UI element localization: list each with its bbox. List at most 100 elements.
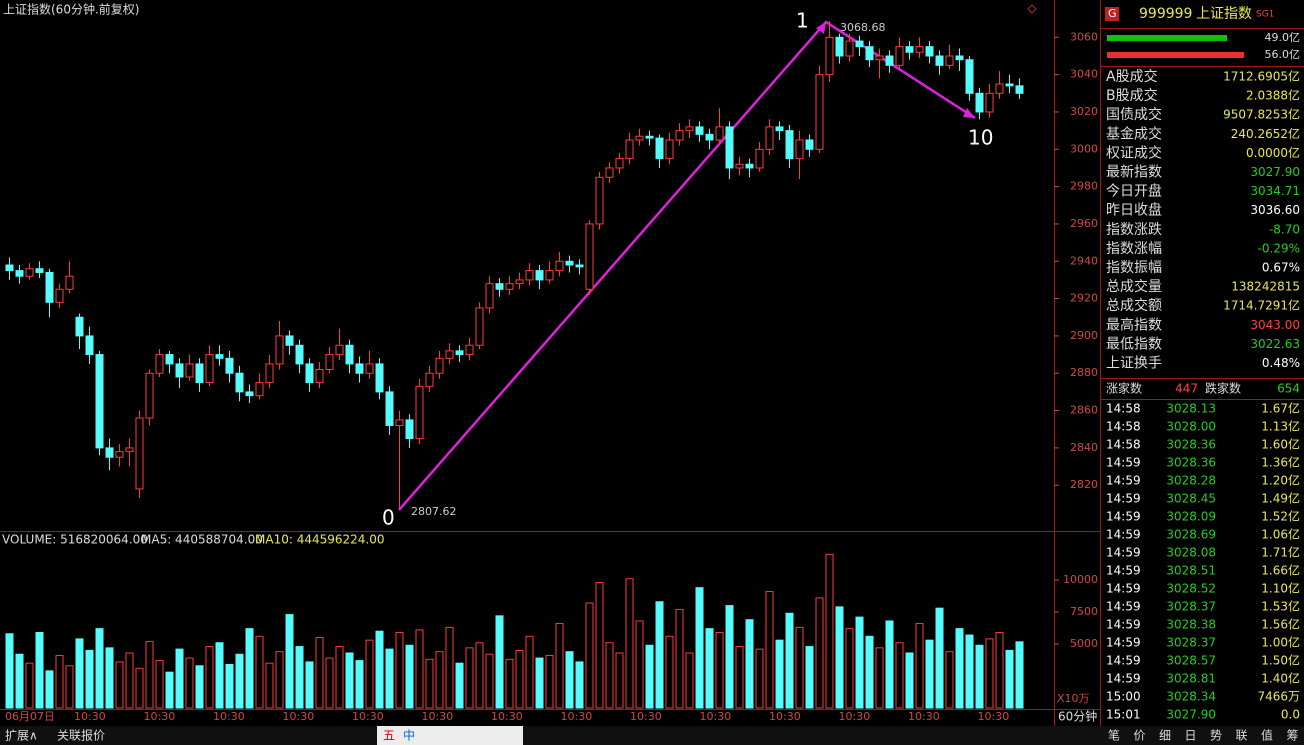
candle-body [955,55,964,61]
tab[interactable]: 联 [1236,729,1248,743]
candle-body [285,335,294,346]
volume-bar [235,653,244,709]
chart-title: 上证指数(60分钟.前复权) [3,2,139,17]
candle-body [735,163,744,169]
period: 60分钟 [1058,709,1097,724]
breadth-value: 447 [1175,382,1198,396]
y-tick-label: 2840 [1070,441,1098,454]
candle-body [785,130,794,160]
candle-body [275,335,284,365]
footer-button[interactable]: 关联报价 [57,728,105,743]
candle-body [715,126,724,141]
candle-body [995,83,1004,94]
stat-value: 2.0388亿 [1246,88,1300,103]
trade-amount: 1.00亿 [1261,635,1300,650]
trade-amount: 1.13亿 [1261,419,1300,434]
candle-body [25,268,34,277]
x-tick-label: 10:30 [700,710,732,723]
volume-bar [845,628,854,709]
stat-label: 最低指数 [1106,336,1162,352]
y-tick-label: 2940 [1070,254,1098,267]
stat-label: 指数涨幅 [1106,241,1162,257]
trade-amount: 0.0 [1281,708,1300,722]
volume-bar [725,605,734,709]
candle-body [895,46,904,66]
volume-bar [415,629,424,709]
volume-bar [125,652,134,709]
tab[interactable]: 笔 [1108,728,1120,743]
trade-amount: 1.49亿 [1261,491,1300,506]
low-label: 2807.62 [411,505,457,518]
x-tick-label: 10:30 [769,710,801,723]
volume-bar [705,628,714,709]
volume-bar [925,639,934,709]
code: 999999 [1139,6,1192,22]
tab[interactable]: 筹 [1287,729,1299,743]
volume-bar [695,587,704,709]
tool[interactable]: 五 [383,729,395,743]
stat-label: 最新指数 [1106,165,1162,181]
stat-label: 今日开盘 [1106,183,1162,200]
volume-bar [805,646,814,709]
trade-amount: 1.60亿 [1261,437,1300,452]
stat-value: 3043.00 [1250,318,1300,332]
volume-bar [615,652,624,709]
candle-body [685,126,694,132]
candle-body [475,307,484,346]
trade-time: 14:59 [1106,618,1141,632]
volume-bar [825,553,834,709]
tab[interactable]: 势 [1210,729,1222,743]
trade-price: 3028.51 [1166,564,1216,578]
stat-value: -0.29% [1258,241,1300,255]
y-tick-label: 3040 [1070,68,1098,81]
footer-button[interactable]: 扩展∧ [5,729,38,743]
candle-body [645,135,654,139]
volume-bar [365,639,374,709]
x-tick-label: 10:30 [491,710,523,723]
tab[interactable]: 值 [1261,728,1273,743]
trade-price: 3028.45 [1166,492,1216,506]
volume-bar [155,660,164,709]
trade-time: 14:59 [1106,672,1141,686]
stat-value: 240.2652亿 [1231,126,1300,141]
volume-bar [665,635,674,709]
candle-body [525,270,534,281]
candle-body [775,126,784,132]
trade-time: 14:59 [1106,564,1141,578]
trade-price: 3028.28 [1166,474,1216,488]
volume-bar [675,608,684,709]
volume-bar [135,667,144,709]
candle-body [425,372,434,387]
stat-label: 基金成交 [1106,125,1162,142]
candle-body [355,363,364,374]
tab[interactable]: 价 [1134,729,1146,743]
candle-body [5,264,14,272]
tool[interactable]: 中 [403,728,415,743]
stat-value: 3034.71 [1250,184,1300,198]
volume-bar [375,630,384,709]
candle-body [395,419,404,426]
quote-header [1101,0,1304,28]
y-tick-label: 7500 [1070,605,1098,618]
candle-body [705,133,714,141]
volume-bar [965,634,974,709]
volume-bar [385,648,394,709]
trade-price: 3028.38 [1166,618,1216,632]
volume-bar [65,665,74,709]
candle-body [55,288,64,303]
candle-body [145,372,154,419]
volume-bar [655,601,664,709]
candle-body [625,139,634,160]
candle-body [1015,85,1024,94]
volume-bar [145,640,154,709]
volume-bar [175,648,184,709]
stat-label: 总成交量 [1106,278,1162,295]
volume-bar [895,642,904,709]
candle-body [195,363,204,384]
tab[interactable]: 细 [1159,729,1171,743]
volume-bar [1005,649,1014,709]
stat-value: 3027.90 [1250,165,1300,179]
tab[interactable]: 日 [1185,729,1197,743]
candle-body [185,363,194,378]
volume-bar [495,615,504,709]
